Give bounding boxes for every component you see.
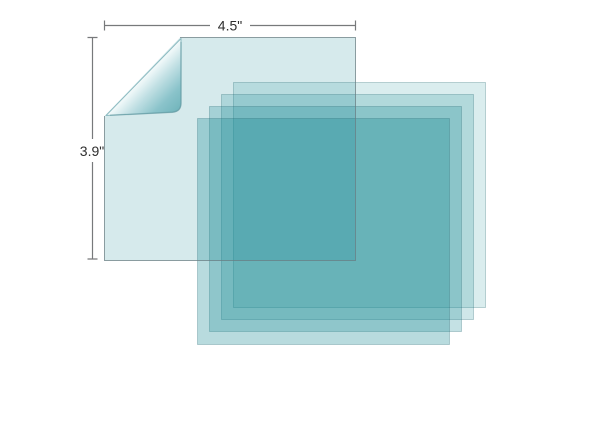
stack-sheet-front bbox=[197, 118, 450, 345]
stack-sheet-3 bbox=[221, 94, 474, 320]
height-dimension-line bbox=[87, 36, 98, 260]
dimension-lines bbox=[87, 20, 357, 260]
width-dimension-label: 4.5" bbox=[218, 18, 242, 34]
height-dimension-label: 3.9" bbox=[80, 143, 104, 159]
main-sheet-outline bbox=[104, 37, 356, 261]
stack-sheet-2 bbox=[209, 106, 462, 332]
sheet-stack bbox=[197, 82, 486, 345]
width-dimension-line bbox=[103, 20, 357, 31]
folded-corner-flap bbox=[105, 38, 182, 116]
stack-sheet-back bbox=[233, 82, 486, 308]
folded-corner-edge-shadow bbox=[109, 42, 182, 117]
